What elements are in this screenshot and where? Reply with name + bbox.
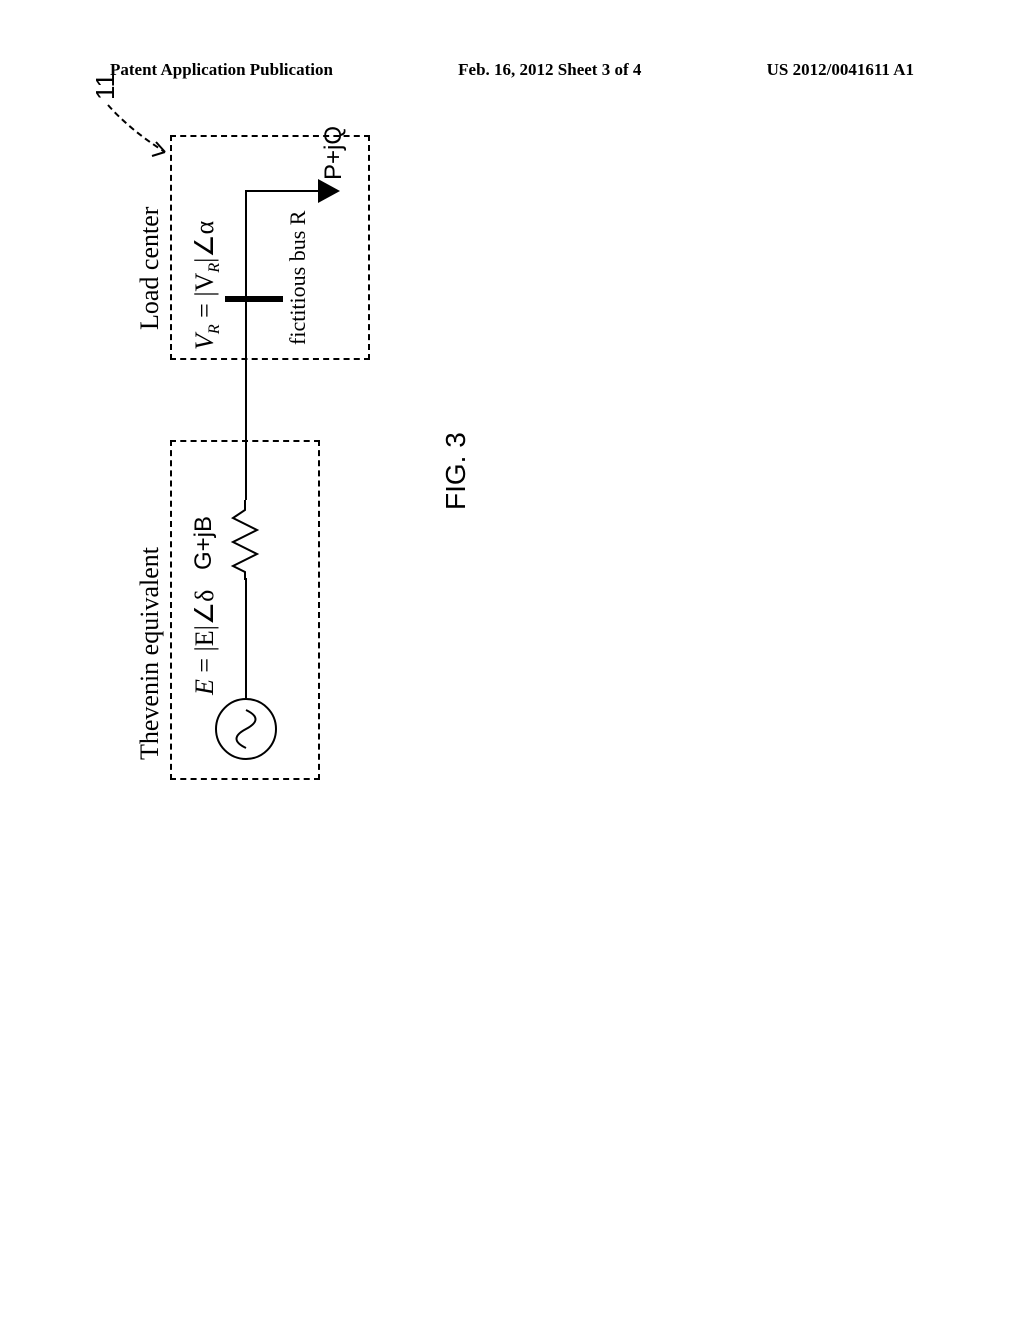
eq-V-sub2: R [206,263,223,273]
load-arrow-icon [318,179,340,203]
circuit-diagram: Thevenin equivalent E = |E|∠δ G+jB Load … [130,160,1024,780]
eq-V-sub: R [206,324,223,334]
load-label: Load center [135,207,165,330]
ac-source-icon [215,698,277,760]
header-right: US 2012/0041611 A1 [767,60,914,80]
figure-label: FIG. 3 [440,432,472,510]
source-equation: E = |E|∠δ [190,590,220,695]
wire-1 [245,578,247,698]
eq-V: V [190,334,219,350]
header-center: Feb. 16, 2012 Sheet 3 of 4 [458,60,641,80]
callout-arrow-icon [100,90,175,160]
thevenin-label: Thevenin equivalent [135,547,165,760]
wire-3 [245,191,247,296]
eq-V-mid: = |V [190,273,219,325]
eq-E: E [190,679,219,695]
page-header: Patent Application Publication Feb. 16, … [0,60,1024,80]
bus-bar [225,296,283,302]
eq-V-end: |∠α [190,221,219,263]
callout-number: 11 [90,73,121,100]
wire-down [245,190,320,192]
impedance-label: G+jB [190,516,218,570]
load-power-label: P+jQ [320,126,348,180]
bus-label: fictitious bus R [285,211,311,345]
eq-E-rest: = |E|∠δ [190,590,219,680]
resistor-icon [230,500,260,580]
header-left: Patent Application Publication [110,60,333,80]
vr-equation: VR = |VR|∠α [190,221,224,350]
